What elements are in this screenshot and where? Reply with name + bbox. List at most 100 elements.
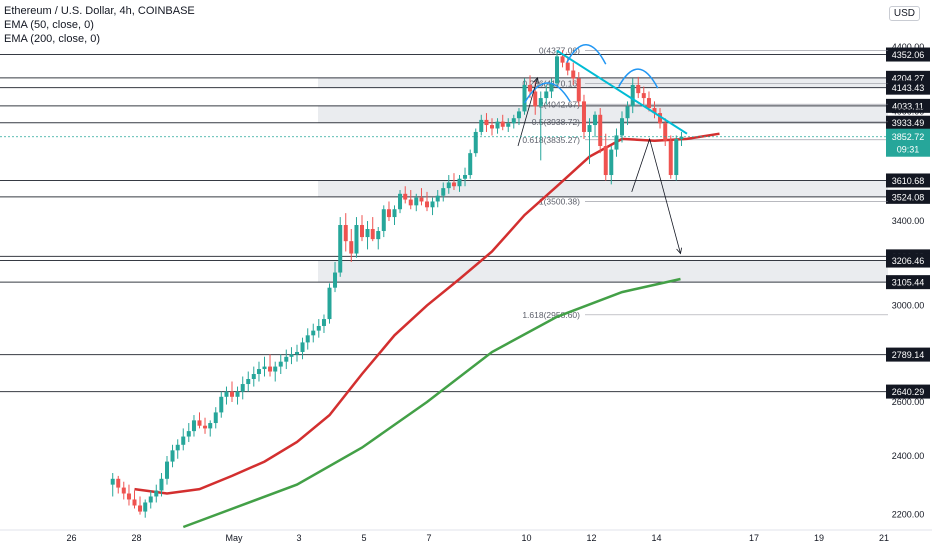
candle-body: [490, 125, 494, 129]
candle-body: [170, 450, 175, 462]
candle: [414, 193, 419, 212]
candle-body: [414, 197, 419, 206]
candle-body: [451, 182, 456, 187]
sr-zone: [318, 260, 888, 283]
level-label: 3105.44: [892, 278, 925, 288]
candle: [246, 371, 251, 392]
candle: [425, 191, 429, 212]
candle-body: [398, 193, 403, 210]
level-label: 2789.14: [892, 350, 925, 360]
candle: [598, 108, 603, 154]
candle: [625, 101, 630, 126]
candle: [408, 190, 413, 210]
candle-body: [506, 123, 511, 127]
candle-body: [365, 229, 370, 238]
level-label: 3206.46: [892, 256, 925, 266]
candle: [121, 481, 126, 500]
current-price-label: 3852.72: [892, 132, 925, 142]
candle: [230, 381, 234, 402]
candle-body: [338, 225, 343, 273]
candle: [143, 499, 148, 518]
candle: [538, 91, 543, 161]
candle-body: [278, 361, 283, 367]
candle-body: [609, 149, 614, 176]
candle: [175, 439, 180, 459]
y-tick-label: 2200.00: [892, 510, 925, 520]
ema200-legend[interactable]: EMA (200, close, 0): [4, 33, 100, 45]
level-label: 3933.49: [892, 118, 925, 128]
fib-label: 0(4377.06): [539, 46, 580, 56]
x-tick-label: May: [225, 533, 243, 543]
candle-body: [555, 56, 559, 84]
candle: [181, 428, 186, 451]
candle-body: [630, 84, 635, 107]
candle: [609, 146, 614, 185]
candle-body: [511, 118, 516, 124]
candle-body: [419, 197, 424, 202]
candle: [262, 356, 267, 377]
candle: [674, 135, 679, 181]
candle-body: [126, 493, 131, 500]
candle: [614, 128, 619, 157]
candle: [403, 186, 408, 204]
candle-body: [484, 119, 489, 126]
x-tick-label: 21: [879, 533, 889, 543]
candle-body: [343, 225, 348, 242]
candle-body: [295, 351, 299, 355]
candle-body: [251, 374, 256, 380]
candle-body: [587, 125, 592, 132]
level-label: 4204.27: [892, 73, 925, 83]
level-label: 3524.08: [892, 192, 925, 202]
candle: [646, 91, 651, 112]
level-label-bg: [886, 275, 930, 290]
candle: [381, 205, 386, 238]
candle-countdown: 09:31: [897, 145, 920, 155]
candle-body: [175, 444, 180, 451]
candle: [533, 81, 538, 115]
candle: [284, 349, 289, 370]
ema50-legend[interactable]: EMA (50, close, 0): [4, 19, 94, 31]
candle: [630, 78, 635, 114]
currency-button[interactable]: USD: [888, 6, 920, 21]
candle-body: [321, 319, 326, 326]
candle-body: [316, 325, 321, 331]
candle-body: [533, 91, 538, 107]
candle: [197, 412, 202, 429]
candle: [110, 473, 115, 497]
candle-body: [360, 225, 364, 238]
candle: [576, 72, 581, 107]
candle: [516, 108, 521, 126]
x-tick-label: 26: [66, 533, 76, 543]
candle-body: [262, 366, 267, 370]
candle: [295, 344, 299, 362]
candle: [268, 354, 273, 377]
candle: [636, 76, 641, 99]
candle-body: [138, 505, 143, 512]
candle: [235, 386, 240, 405]
candle: [376, 227, 381, 250]
candle: [679, 131, 684, 147]
candle-body: [549, 83, 554, 92]
candle: [663, 118, 668, 147]
level-label: 2640.29: [892, 387, 925, 397]
candle-body: [386, 209, 391, 218]
candle-body: [652, 108, 657, 114]
candle: [419, 188, 424, 206]
candle-body: [349, 241, 354, 254]
candle: [435, 190, 440, 208]
current-price-tag-bg: [886, 128, 930, 157]
candle-body: [224, 391, 229, 397]
level-label-bg: [886, 173, 930, 188]
candle-body: [284, 356, 289, 362]
candle: [555, 50, 559, 87]
candle: [154, 484, 159, 503]
candle: [668, 135, 673, 179]
candle-body: [581, 101, 586, 132]
candle-body: [528, 84, 533, 92]
candle-body: [197, 420, 202, 426]
candle-body: [646, 98, 651, 109]
candle: [571, 62, 576, 85]
x-tick-label: 7: [426, 533, 431, 543]
candle-body: [560, 56, 565, 63]
